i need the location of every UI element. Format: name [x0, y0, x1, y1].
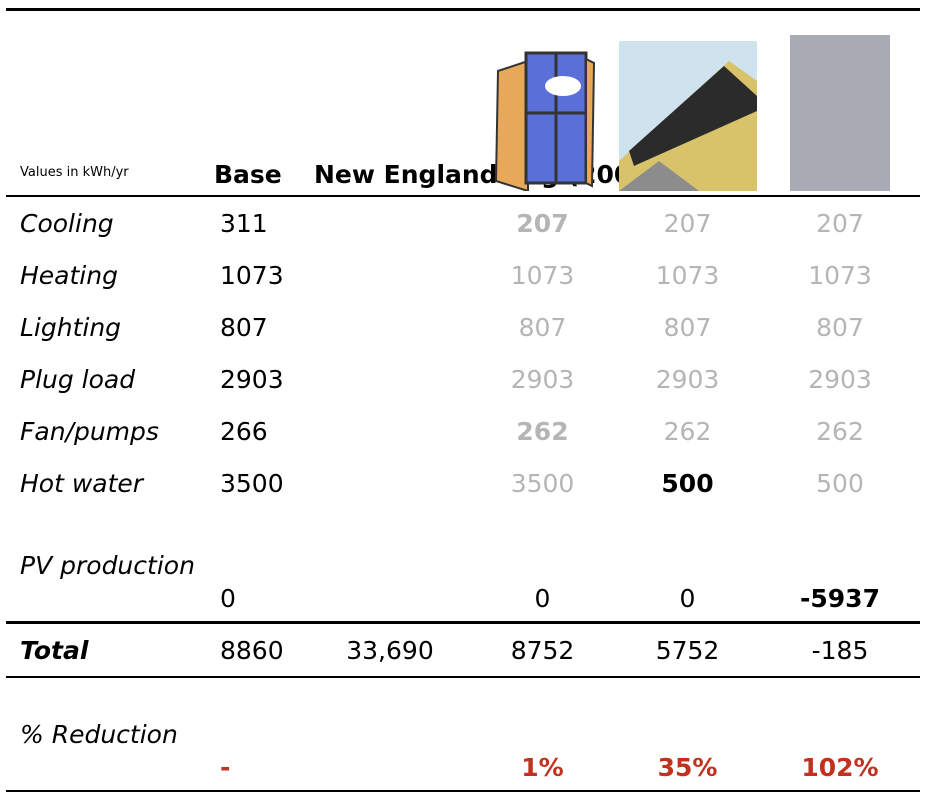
column-header: Base: [200, 10, 310, 197]
value-cell: 807: [760, 301, 920, 353]
value-cell: 1073: [615, 249, 760, 301]
value-cell: [310, 196, 470, 249]
header-row: Values in kWh/yr Base New England Avg (2…: [6, 10, 920, 197]
solar-roof-photo: [619, 41, 757, 191]
value-cell: 1073: [760, 249, 920, 301]
row-label: Hot water: [6, 457, 200, 509]
row-label: Total: [6, 623, 200, 678]
value-cell: 807: [200, 301, 310, 353]
value-cell: 8752: [470, 623, 615, 678]
value-cell: 3500: [470, 457, 615, 509]
window-icon: [488, 41, 598, 191]
value-cell: 207: [615, 196, 760, 249]
value-cell: 262: [470, 405, 615, 457]
row-label: Fan/pumps: [6, 405, 200, 457]
value-cell: 2903: [200, 353, 310, 405]
value-cell: 262: [760, 405, 920, 457]
value-cell: 8860: [200, 623, 310, 678]
value-cell: [310, 405, 470, 457]
column-header: New England Avg (2001): [310, 10, 470, 197]
value-cell: [310, 509, 470, 623]
value-cell: 0: [200, 509, 310, 623]
value-cell: 807: [470, 301, 615, 353]
value-cell: 2903: [615, 353, 760, 405]
value-cell: 1073: [470, 249, 615, 301]
value-cell: 3500: [200, 457, 310, 509]
value-cell: 207: [760, 196, 920, 249]
value-cell: 33,690: [310, 623, 470, 678]
value-cell: 311: [200, 196, 310, 249]
value-cell: 262: [615, 405, 760, 457]
value-cell: 5752: [615, 623, 760, 678]
value-cell: -185: [760, 623, 920, 678]
value-cell: 207: [470, 196, 615, 249]
roof-image-cell: [615, 10, 760, 197]
value-cell: [310, 249, 470, 301]
row-label: PV production: [6, 509, 200, 623]
value-cell: 500: [760, 457, 920, 509]
energy-table: Values in kWh/yr Base New England Avg (2…: [6, 8, 920, 792]
value-cell: 2903: [760, 353, 920, 405]
value-cell: 0: [615, 509, 760, 623]
units-note: Values in kWh/yr: [6, 10, 200, 197]
row-label: Heating: [6, 249, 200, 301]
slide-table: Values in kWh/yr Base New England Avg (2…: [0, 0, 926, 774]
value-cell: 807: [615, 301, 760, 353]
value-cell: 0: [470, 509, 615, 623]
row-label: Plug load: [6, 353, 200, 405]
value-cell: 266: [200, 405, 310, 457]
value-cell: -5937: [760, 509, 920, 623]
pv-panel-photo: [790, 35, 890, 191]
row-label: Lighting: [6, 301, 200, 353]
value-cell: [310, 457, 470, 509]
panel-image-cell: [760, 10, 920, 197]
row-label: Cooling: [6, 196, 200, 249]
value-cell: 1073: [200, 249, 310, 301]
value-cell: 2903: [470, 353, 615, 405]
value-cell: [310, 301, 470, 353]
value-cell: [310, 353, 470, 405]
value-cell: 500: [615, 457, 760, 509]
